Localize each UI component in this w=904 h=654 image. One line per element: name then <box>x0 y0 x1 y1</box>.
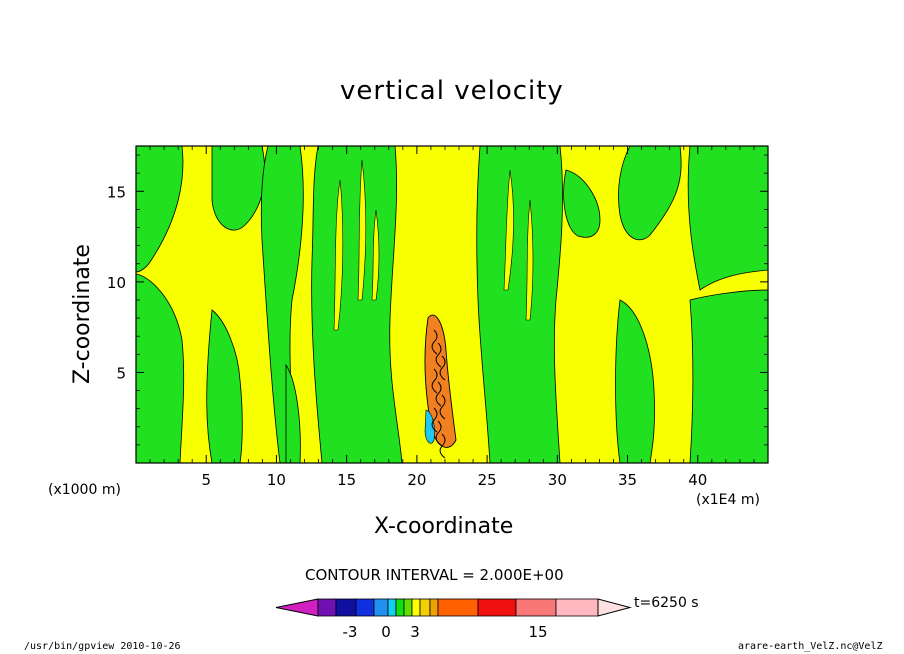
footer-left: /usr/bin/gpview 2010-10-26 <box>24 641 181 652</box>
contour-line-core-6 <box>439 394 446 420</box>
colorbar-segment-12 <box>477 598 517 617</box>
contour-interval: CONTOUR INTERVAL = 2.000E+00 <box>305 566 564 584</box>
colorbar-arrow-right <box>597 598 632 617</box>
x-tick-label: 15 <box>337 471 356 489</box>
contour-line-core-8 <box>435 420 442 446</box>
colorbar-segment-5 <box>387 598 397 617</box>
contour-region-negative-8 <box>476 145 563 464</box>
x-unit-left: (x1000 m) <box>48 482 121 498</box>
time-label: t=6250 s <box>634 595 699 611</box>
colorbar-segment-4 <box>373 598 389 617</box>
contour-line-core-3 <box>439 355 446 381</box>
contour-streak-4 <box>503 169 514 291</box>
colorbar-tick-label: -3 <box>343 623 358 641</box>
y-axis-label: Z-coordinate <box>70 244 95 384</box>
x-tick-label: 5 <box>201 471 211 489</box>
contour-line-core-4 <box>431 368 438 394</box>
colorbar-tick-label: 3 <box>410 623 420 641</box>
contour-region-negative-1 <box>135 145 184 273</box>
contour-line-core-9 <box>439 433 446 459</box>
contour-line-core-5 <box>435 381 442 407</box>
colorbar-segment-2 <box>335 598 357 617</box>
x-tick-label: 10 <box>267 471 286 489</box>
chart-title: vertical velocity <box>340 76 564 106</box>
x-tick-label: 40 <box>688 471 707 489</box>
contour-line-core-2 <box>435 342 442 368</box>
colorbar-segment-13 <box>515 598 557 617</box>
contour-region-negative-4 <box>206 309 243 464</box>
colorbar-segment-14 <box>555 598 599 617</box>
contour-region-negative-2 <box>135 273 185 464</box>
colorbar-segment-1 <box>317 598 337 617</box>
colorbar-segment-6 <box>395 598 405 617</box>
plot-frame <box>135 145 769 464</box>
colorbar-tick-label: 15 <box>528 623 547 641</box>
x-tick-label: 30 <box>548 471 567 489</box>
x-tick-label: 35 <box>618 471 637 489</box>
contour-region-negative-12 <box>687 145 769 291</box>
contour-streak-3 <box>371 209 380 301</box>
contour-streak-2 <box>357 159 367 301</box>
contour-line-core-7 <box>431 407 438 433</box>
colorbar-tick-label: 0 <box>381 623 391 641</box>
contour-region-negative-9 <box>563 169 601 238</box>
colorbar-segment-8 <box>411 598 421 617</box>
contour-region-downdraft <box>424 409 435 444</box>
colorbar-segment-10 <box>429 598 439 617</box>
contour-region-negative-10 <box>618 145 682 241</box>
colorbar-segment-3 <box>355 598 375 617</box>
colorbar-segment-11 <box>437 598 479 617</box>
x-tick-label: 20 <box>407 471 426 489</box>
x-unit-right: (x1E4 m) <box>696 492 760 508</box>
colorbar-segment-7 <box>403 598 413 617</box>
x-tick-label: 25 <box>478 471 497 489</box>
y-tick-label: 5 <box>116 364 126 382</box>
contour-region-negative-7 <box>311 145 403 464</box>
colorbar-arrow-left <box>275 598 319 617</box>
contour-streak-1 <box>333 179 344 331</box>
contour-streak-5 <box>525 199 534 321</box>
contour-region-negative-11 <box>615 299 655 464</box>
y-tick-label: 15 <box>107 183 126 201</box>
colorbar-segment-9 <box>419 598 431 617</box>
y-tick-label: 10 <box>107 274 126 292</box>
x-axis-label: X-coordinate <box>374 514 514 539</box>
footer-right: arare-earth_VelZ.nc@VelZ <box>738 641 883 652</box>
contour-region-negative-13 <box>689 289 769 464</box>
contour-line-core-1 <box>431 329 438 355</box>
